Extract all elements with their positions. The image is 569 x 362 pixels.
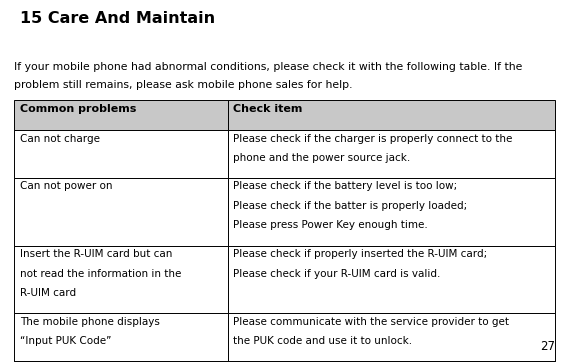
Text: Common problems: Common problems xyxy=(20,104,137,114)
Text: Please check if the batter is properly loaded;: Please check if the batter is properly l… xyxy=(233,201,468,211)
Text: Please press Power Key enough time.: Please press Power Key enough time. xyxy=(233,220,428,231)
Bar xyxy=(228,100,555,130)
Bar xyxy=(228,178,555,245)
Text: problem still remains, please ask mobile phone sales for help.: problem still remains, please ask mobile… xyxy=(14,80,353,90)
Bar xyxy=(14,361,228,362)
Text: the PUK code and use it to unlock.: the PUK code and use it to unlock. xyxy=(233,336,413,346)
Text: “Input PUK Code”: “Input PUK Code” xyxy=(20,336,112,346)
Bar xyxy=(14,178,228,245)
Text: If your mobile phone had abnormal conditions, please check it with the following: If your mobile phone had abnormal condit… xyxy=(14,62,522,72)
Text: Check item: Check item xyxy=(233,104,303,114)
Bar xyxy=(228,245,555,313)
Text: Please check if your R-UIM card is valid.: Please check if your R-UIM card is valid… xyxy=(233,269,441,279)
Bar xyxy=(228,313,555,361)
Text: Please check if the charger is properly connect to the: Please check if the charger is properly … xyxy=(233,134,513,144)
Bar xyxy=(14,245,228,313)
Bar xyxy=(228,361,555,362)
Text: The mobile phone displays: The mobile phone displays xyxy=(20,317,160,327)
Text: Please communicate with the service provider to get: Please communicate with the service prov… xyxy=(233,317,509,327)
Text: phone and the power source jack.: phone and the power source jack. xyxy=(233,153,411,163)
Bar xyxy=(14,130,228,178)
Text: Can not charge: Can not charge xyxy=(20,134,100,144)
Text: not read the information in the: not read the information in the xyxy=(20,269,182,279)
Bar xyxy=(228,130,555,178)
Text: Please check if properly inserted the R-UIM card;: Please check if properly inserted the R-… xyxy=(233,249,488,259)
Text: Please check if the battery level is too low;: Please check if the battery level is too… xyxy=(233,181,457,191)
Text: Insert the R-UIM card but can: Insert the R-UIM card but can xyxy=(20,249,172,259)
Text: Can not power on: Can not power on xyxy=(20,181,113,191)
Text: 27: 27 xyxy=(540,340,555,353)
Text: R-UIM card: R-UIM card xyxy=(20,288,76,298)
Text: 15 Care And Maintain: 15 Care And Maintain xyxy=(20,11,215,26)
Bar xyxy=(14,313,228,361)
Bar xyxy=(14,100,228,130)
